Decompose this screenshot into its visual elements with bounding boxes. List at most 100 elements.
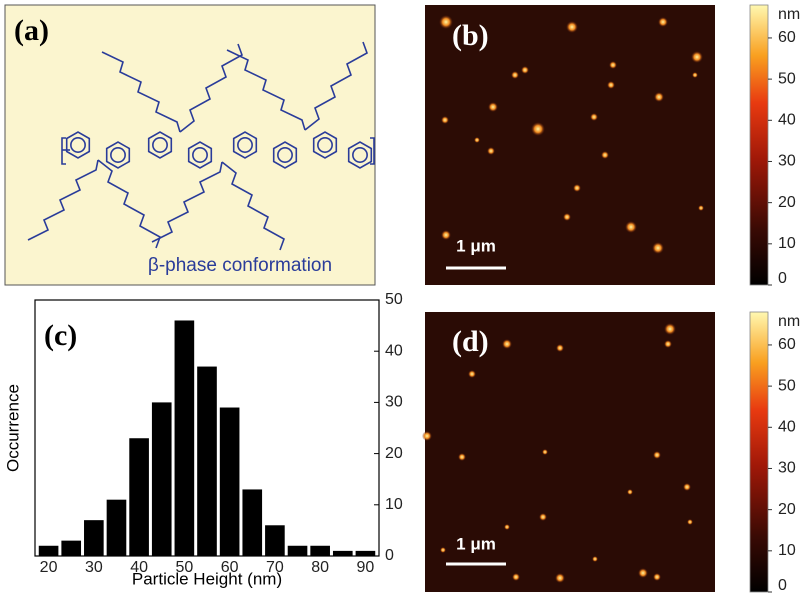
alkyl-chain xyxy=(226,49,306,131)
colorbar-tick-label: 10 xyxy=(778,235,796,252)
particle xyxy=(566,21,578,33)
particle xyxy=(691,51,703,63)
scale-bar-label: 1 μm xyxy=(456,236,496,255)
bar xyxy=(61,540,82,556)
alkyl-chain xyxy=(97,159,161,249)
colorbar-tick-label: 60 xyxy=(778,29,796,46)
panel-label: (b) xyxy=(452,19,489,52)
particle xyxy=(468,370,476,378)
bracket xyxy=(61,137,66,165)
particle xyxy=(488,102,498,112)
particle xyxy=(698,205,704,211)
colorbar-tick-label: 20 xyxy=(778,501,796,518)
colorbar-tick-label: 0 xyxy=(778,577,787,594)
particle xyxy=(627,489,633,495)
ring xyxy=(272,141,298,169)
alkyl-chain xyxy=(304,41,368,131)
particle xyxy=(653,573,661,581)
particle xyxy=(687,519,693,525)
bar xyxy=(174,320,195,556)
x-tick-label: 50 xyxy=(175,559,193,576)
y-tick-label: 50 xyxy=(385,291,403,308)
y-tick-label: 30 xyxy=(385,394,403,411)
ring xyxy=(147,131,173,159)
ring-inner xyxy=(317,137,333,153)
alkyl-chain xyxy=(27,159,99,241)
ring xyxy=(187,141,213,169)
particle xyxy=(441,230,451,240)
particle xyxy=(607,81,615,89)
y-tick-label: 10 xyxy=(385,496,403,513)
x-tick-label: 60 xyxy=(221,559,239,576)
panel-label: (d) xyxy=(452,325,489,358)
y-tick-label: 0 xyxy=(385,547,394,564)
bracket xyxy=(370,137,375,165)
particle xyxy=(555,573,565,583)
bar xyxy=(287,545,308,556)
colorbar-unit: nm xyxy=(778,313,800,330)
particle xyxy=(441,116,449,124)
alkyl-chain xyxy=(101,51,181,133)
ring-inner xyxy=(192,147,208,163)
particle xyxy=(601,151,609,159)
particle xyxy=(592,556,598,562)
particle xyxy=(556,344,564,352)
colorbar xyxy=(749,4,769,286)
caption: β-phase conformation xyxy=(148,255,332,276)
bar xyxy=(151,402,172,556)
bar xyxy=(332,550,353,556)
molecule xyxy=(27,41,375,251)
particle xyxy=(692,72,698,78)
ring xyxy=(105,141,131,169)
colorbar-tick-label: 50 xyxy=(778,70,796,87)
particle xyxy=(654,92,664,102)
particle xyxy=(658,17,668,27)
bar xyxy=(106,499,127,556)
colorbar-tick-label: 10 xyxy=(778,542,796,559)
bar xyxy=(310,545,330,556)
particle xyxy=(531,122,545,136)
particle xyxy=(504,524,510,530)
panel-a-bg xyxy=(4,4,376,286)
ring xyxy=(232,131,258,159)
alkyl-chain xyxy=(221,161,285,251)
ring xyxy=(65,131,91,159)
scale-bar-label: 1 μm xyxy=(456,534,496,553)
bar xyxy=(242,489,263,556)
particle xyxy=(440,547,446,553)
colorbar-tick-label: 30 xyxy=(778,460,796,477)
colorbar-unit: nm xyxy=(778,6,800,23)
ring xyxy=(347,141,373,169)
particle xyxy=(487,147,495,155)
y-tick-label: 20 xyxy=(385,445,403,462)
bar xyxy=(129,438,149,556)
particle xyxy=(664,340,672,348)
x-axis-label: Particle Height (nm) xyxy=(132,569,282,588)
colorbar xyxy=(749,311,769,593)
alkyl-chain xyxy=(179,43,243,133)
particle xyxy=(652,242,664,254)
alkyl-chain xyxy=(151,161,223,243)
colorbar-tick-label: 20 xyxy=(778,194,796,211)
x-tick-label: 90 xyxy=(357,559,375,576)
particle xyxy=(474,137,480,143)
bar xyxy=(219,407,240,556)
afm-bg xyxy=(425,312,715,592)
ring-inner xyxy=(352,147,368,163)
particle xyxy=(590,113,598,121)
colorbar-tick-label: 50 xyxy=(778,377,796,394)
x-tick-label: 70 xyxy=(266,559,284,576)
particle xyxy=(653,451,661,459)
y-tick-label: 40 xyxy=(385,342,403,359)
bar xyxy=(355,550,376,556)
ring-inner xyxy=(152,137,168,153)
bar xyxy=(197,366,217,556)
bar xyxy=(265,525,285,556)
x-tick-label: 20 xyxy=(40,559,58,576)
y-axis-label: Occurrence xyxy=(3,384,22,472)
particle xyxy=(521,66,529,74)
particle xyxy=(664,323,676,335)
afm-image xyxy=(422,312,715,592)
particle xyxy=(512,573,520,581)
